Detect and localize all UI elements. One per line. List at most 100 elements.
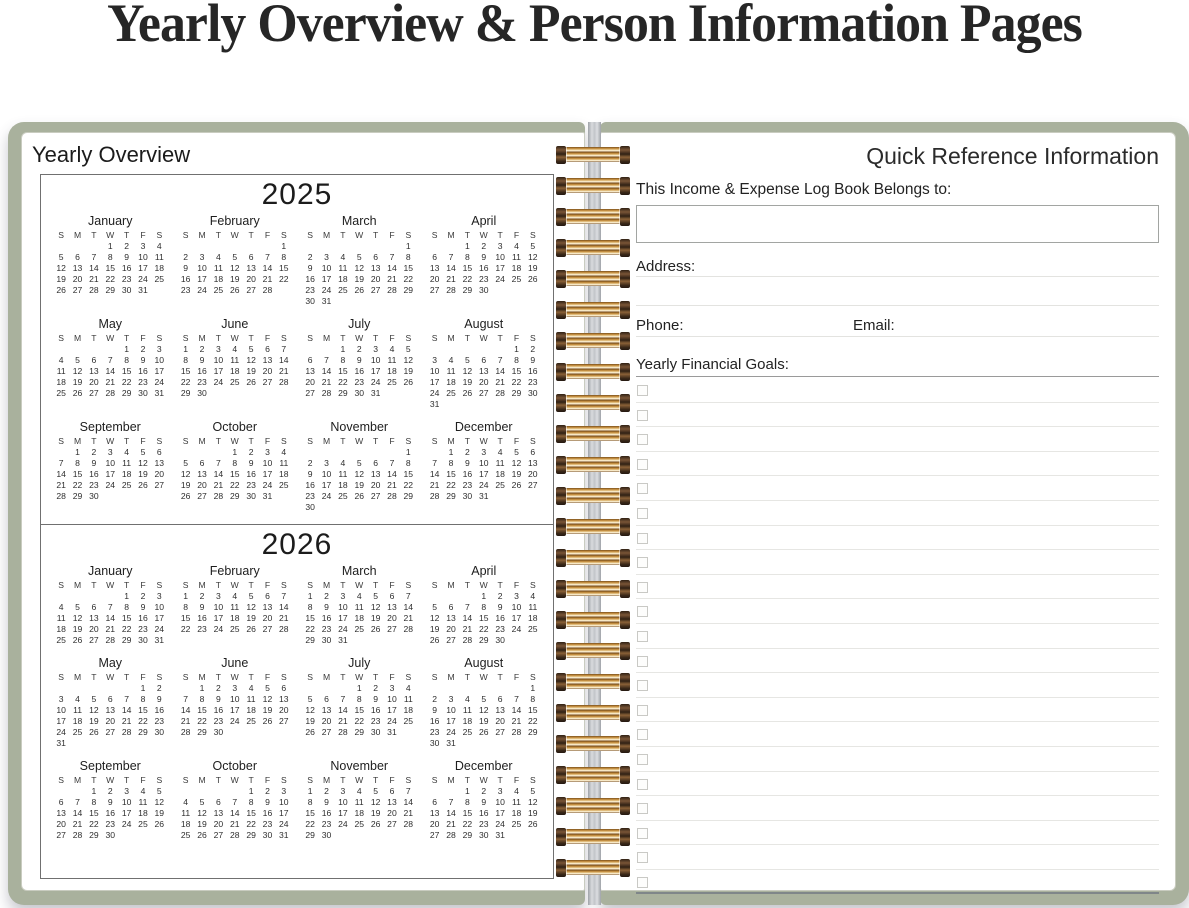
day-cell: 10 [279, 797, 289, 807]
day-cell: 4 [140, 786, 146, 796]
day-cell: 25 [121, 480, 132, 490]
day-cell [276, 491, 292, 502]
day-cell: 31 [429, 399, 440, 409]
day-cell: 13 [89, 366, 99, 376]
goal-row [636, 526, 1159, 551]
goal-checkbox[interactable] [637, 483, 648, 495]
day-cell: 10 [197, 263, 207, 273]
day-cell: 7 [497, 355, 503, 365]
day-cell: 7 [75, 797, 80, 807]
day-cell: 29 [403, 285, 414, 295]
day-cell: 13 [387, 602, 397, 612]
weekday-header: S [405, 230, 412, 240]
day-cell: 27 [370, 491, 381, 501]
day-cell: 6 [281, 683, 287, 693]
day-cell: 26 [72, 635, 83, 645]
day-cell: 7 [232, 797, 238, 807]
day-cell: 9 [107, 797, 113, 807]
day-cell: 14 [279, 602, 289, 612]
day-cell: 25 [511, 819, 522, 829]
day-cell: 24 [105, 480, 116, 490]
day-cell [384, 296, 400, 307]
goal-checkbox[interactable] [637, 630, 648, 642]
day-cell: 14 [89, 263, 99, 273]
binding-coil [556, 269, 630, 288]
weekday-header: T [497, 230, 503, 240]
goal-checkbox[interactable] [637, 385, 648, 396]
weekday-header: M [322, 672, 331, 682]
day-cell: 27 [89, 388, 99, 398]
goal-checkbox[interactable] [637, 606, 648, 618]
day-cell: 27 [370, 285, 381, 295]
goal-checkbox[interactable] [637, 458, 648, 470]
day-cell [118, 738, 134, 749]
day-cell: 22 [305, 819, 315, 829]
binding-coil [556, 827, 630, 846]
weekday-header: F [389, 230, 395, 240]
day-cell: 20 [321, 716, 332, 726]
day-cell [318, 683, 334, 694]
weekday-header: T [123, 333, 130, 343]
goal-row [636, 624, 1159, 649]
goal-checkbox[interactable] [637, 803, 648, 815]
day-cell: 3 [58, 694, 64, 704]
day-cell: 19 [180, 480, 191, 490]
goal-checkbox[interactable] [637, 876, 648, 888]
day-cell: 3 [215, 591, 221, 601]
weekday-header: M [73, 230, 82, 240]
day-cell: 21 [387, 480, 397, 490]
day-cell [427, 683, 443, 694]
weekday-header: S [529, 333, 536, 343]
day-cell: 30 [370, 727, 381, 737]
day-cell: 12 [180, 469, 191, 479]
goal-row [636, 378, 1159, 403]
goal-checkbox[interactable] [637, 852, 648, 864]
month-day-grid: S M T W T F S 1 2 3 4 5 6 7 8 9 10 11 12 13 14 15 16 17 18 19 20 21… [302, 230, 417, 307]
goal-checkbox[interactable] [637, 507, 648, 519]
goal-checkbox[interactable] [637, 680, 648, 692]
day-cell: 22 [478, 624, 489, 634]
goal-row [636, 403, 1159, 428]
day-cell: 30 [305, 296, 315, 306]
day-cell: 6 [497, 694, 503, 704]
day-cell: 4 [281, 447, 287, 457]
weekday-header: T [248, 672, 254, 682]
goal-checkbox[interactable] [637, 704, 648, 716]
goal-checkbox[interactable] [637, 581, 648, 593]
month-calendar-2026-december: December S M T W T F S 1 2 3 4 5 6 7 8 9 10 11 12 13 14 15 16 17… [427, 759, 542, 841]
goal-checkbox[interactable] [637, 409, 648, 421]
owner-name-field[interactable] [636, 205, 1159, 243]
goal-checkbox[interactable] [637, 557, 648, 569]
day-cell: 25 [279, 480, 289, 490]
day-cell: 15 [462, 263, 473, 273]
day-cell: 26 [89, 727, 99, 737]
day-cell: 8 [340, 355, 346, 365]
day-cell: 30 [354, 388, 365, 398]
weekday-header: M [322, 230, 331, 240]
day-cell [227, 388, 243, 399]
day-cell [194, 786, 210, 797]
weekday-header: T [91, 436, 97, 446]
year-section-2025: 2025 January S M T W T F S 1 2 3 4 5 6 7 8 9 10 11 12 13 14 15 1… [40, 174, 554, 525]
day-cell: 9 [248, 458, 254, 468]
day-cell [53, 683, 69, 694]
day-cell: 13 [213, 808, 224, 818]
day-cell: 23 [197, 624, 207, 634]
goal-checkbox[interactable] [637, 655, 648, 667]
day-cell: 29 [72, 491, 83, 501]
page-title: Yearly Overview & Person Information Pag… [107, 0, 1083, 53]
goal-checkbox[interactable] [637, 434, 648, 446]
goal-checkbox[interactable] [637, 753, 648, 765]
goal-checkbox[interactable] [637, 532, 648, 544]
weekday-header: T [372, 230, 379, 240]
day-cell [210, 786, 226, 797]
day-cell: 6 [481, 355, 487, 365]
day-cell: 1 [91, 786, 97, 796]
goal-checkbox[interactable] [637, 729, 648, 741]
financial-goals-underline [636, 376, 1159, 377]
goal-checkbox[interactable] [637, 827, 648, 839]
goal-checkbox[interactable] [637, 778, 648, 790]
day-cell: 17 [138, 263, 148, 273]
day-cell: 20 [387, 808, 397, 818]
weekday-header: F [140, 672, 146, 682]
